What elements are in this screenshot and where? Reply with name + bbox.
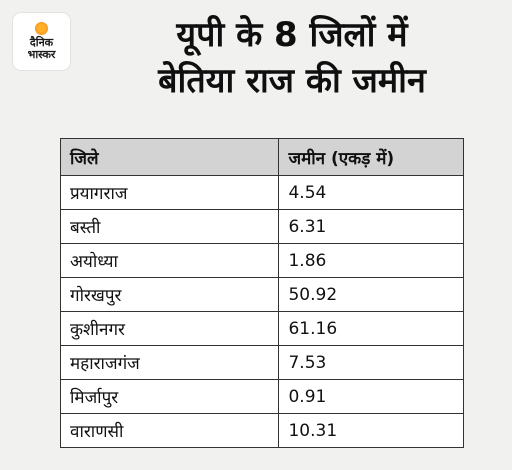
sun-icon — [35, 22, 48, 35]
land-cell: 4.54 — [278, 175, 464, 210]
district-cell: बस्ती — [59, 209, 280, 244]
dainik-bhaskar-logo: दैनिक भास्कर — [13, 13, 70, 70]
land-cell: 7.53 — [278, 345, 464, 380]
page-title: यूपी के 8 जिलों में बेतिया राज की जमीन — [80, 12, 504, 104]
land-cell: 6.31 — [278, 209, 464, 244]
table-row: बस्ती 6.31 — [59, 209, 464, 244]
district-cell: अयोध्या — [59, 243, 280, 278]
land-cell: 50.92 — [278, 277, 464, 312]
district-cell: मिर्जापुर — [59, 379, 280, 414]
land-cell: 10.31 — [278, 413, 464, 448]
logo-text-line2: भास्कर — [27, 48, 56, 61]
district-cell: महाराजगंज — [59, 345, 280, 380]
table-row: कुशीनगर 61.16 — [59, 311, 464, 346]
district-cell: वाराणसी — [59, 413, 280, 448]
logo-text-line1: दैनिक — [29, 36, 54, 49]
table-row: प्रयागराज 4.54 — [59, 175, 464, 210]
table-row: गोरखपुर 50.92 — [59, 277, 464, 312]
table-row: अयोध्या 1.86 — [59, 243, 464, 278]
land-cell: 61.16 — [278, 311, 464, 346]
header-land: जमीन (एकड़ में) — [278, 138, 464, 176]
table-row: महाराजगंज 7.53 — [59, 345, 464, 380]
district-cell: प्रयागराज — [59, 175, 280, 210]
table-header-row: जिले जमीन (एकड़ में) — [59, 138, 464, 176]
land-table: जिले जमीन (एकड़ में) प्रयागराज 4.54 बस्त… — [59, 138, 464, 448]
title-line2: बेतिया राज की जमीन — [158, 61, 426, 101]
title-line1: यूपी के 8 जिलों में — [176, 15, 408, 55]
district-cell: गोरखपुर — [59, 277, 280, 312]
table-row: वाराणसी 10.31 — [59, 413, 464, 448]
land-cell: 0.91 — [278, 379, 464, 414]
table-row: मिर्जापुर 0.91 — [59, 379, 464, 414]
district-cell: कुशीनगर — [59, 311, 280, 346]
header-district: जिले — [59, 138, 280, 176]
land-cell: 1.86 — [278, 243, 464, 278]
